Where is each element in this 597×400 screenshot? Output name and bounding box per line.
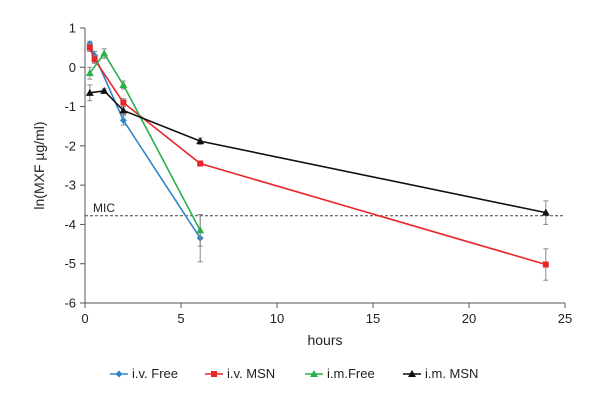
y-tick-label: 1 [69,21,76,36]
y-tick-label: 0 [69,60,76,75]
mic-reference-line-group: MIC [85,201,565,217]
data-point [100,86,109,94]
legend-label: i.v. Free [132,366,178,381]
legend: i.v. Free i.v. MSN i.m.Free i.m. MSN [110,366,478,381]
legend-label: i.m.Free [327,366,375,381]
x-tick-label: 0 [81,311,88,326]
x-tick-label: 5 [177,311,184,326]
legend-swatch-marker [310,370,318,377]
data-point [91,56,98,63]
data-point [197,160,204,167]
data-point [196,226,205,234]
legend-label: i.v. MSN [227,366,275,381]
data-point [119,80,128,88]
data-point [100,49,109,57]
data-point [85,69,94,77]
legend-swatch-marker [408,370,416,377]
data-point [196,137,205,145]
x-tick-label: 10 [270,311,284,326]
y-tick-label: -5 [64,256,76,271]
y-tick-label: -4 [64,217,76,232]
data-point [85,88,94,96]
data-point [542,261,549,268]
x-tick-label: 15 [366,311,380,326]
series-group [85,40,550,281]
y-tick-label: -1 [64,99,76,114]
series-line [89,47,547,266]
legend-item-2: i.m.Free [305,366,375,381]
data-point [120,99,127,106]
data-point [86,44,93,51]
series-1 [86,43,549,281]
y-tick-label: -3 [64,178,76,193]
data-point [119,116,127,124]
x-axis-title: hours [307,332,342,348]
series-line [89,52,201,231]
y-tick-label: -2 [64,138,76,153]
y-tick-label: -6 [64,296,76,311]
x-tick-label: 25 [558,311,572,326]
legend-swatch-marker [115,370,123,378]
x-tick-label: 20 [462,311,476,326]
data-point [541,208,550,216]
mic-label: MIC [93,201,115,215]
data-point [119,106,128,114]
legend-swatch-marker [211,371,217,377]
legend-label: i.m. MSN [425,366,478,381]
series-3 [85,84,550,225]
legend-item-1: i.v. MSN [205,366,275,381]
series-2 [85,48,205,247]
y-axis-title: ln(MXF µg/ml) [31,121,47,209]
legend-item-0: i.v. Free [110,366,178,381]
legend-item-3: i.m. MSN [403,366,478,381]
